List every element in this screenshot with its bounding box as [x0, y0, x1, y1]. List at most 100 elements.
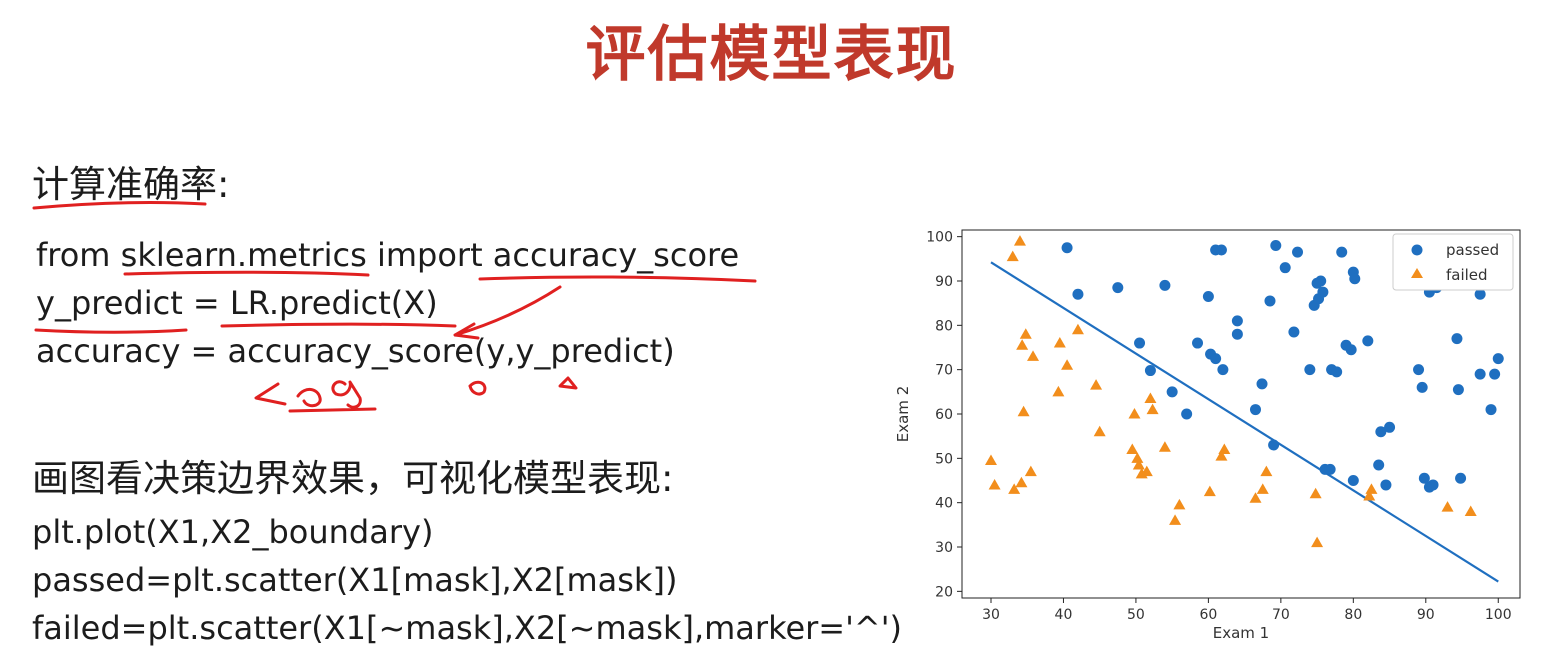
- y-tick-label: 20: [935, 584, 953, 600]
- failed-point: [1052, 385, 1065, 397]
- failed-point: [1071, 323, 1084, 335]
- failed-point: [1249, 492, 1262, 503]
- failed-point: [1131, 452, 1144, 463]
- passed-point: [1192, 337, 1204, 349]
- y-axis-label: Exam 2: [894, 386, 912, 442]
- failed-point: [1441, 501, 1454, 512]
- code-line: y_predict = LR.predict(X): [36, 284, 438, 322]
- y-tick-label: 100: [926, 230, 953, 246]
- passed-point: [1210, 353, 1222, 365]
- passed-point: [1331, 366, 1343, 378]
- passed-point: [1202, 291, 1214, 303]
- x-tick-label: 50: [1127, 607, 1145, 623]
- passed-point: [1279, 262, 1291, 274]
- passed-point: [1324, 463, 1336, 475]
- code-line: passed=plt.scatter(X1[mask],X2[mask]): [32, 561, 678, 599]
- section-heading-plot: 画图看决策边界效果，可视化模型表现:: [32, 457, 674, 500]
- passed-point: [1380, 479, 1392, 491]
- decision-boundary-line: [990, 261, 1499, 583]
- x-tick-label: 90: [1417, 607, 1435, 623]
- failed-point: [1218, 443, 1231, 454]
- passed-point: [1270, 240, 1282, 252]
- failed-point: [1309, 487, 1322, 499]
- failed-point: [1027, 350, 1040, 361]
- failed-point: [1260, 465, 1273, 477]
- passed-point: [1231, 328, 1243, 340]
- x-tick-label: 70: [1272, 607, 1290, 623]
- note-scribble: [254, 380, 377, 413]
- failed-point: [1363, 490, 1376, 501]
- failed-point: [1256, 483, 1269, 494]
- x-tick-label: 40: [1055, 607, 1073, 623]
- x-tick-label: 60: [1199, 607, 1217, 623]
- failed-point: [1008, 483, 1021, 494]
- passed-point: [1292, 246, 1304, 258]
- decision-boundary-chart: 30 40 50 60 70 80 90 100 20 30 40 50 60 70 80 90 100 Ex…: [894, 229, 1521, 642]
- legend-box: [1392, 233, 1514, 291]
- passed-point: [1061, 242, 1073, 254]
- failed-point: [1090, 379, 1103, 390]
- failed-point: [1215, 450, 1228, 461]
- y-tick-label: 90: [935, 274, 953, 290]
- legend: passed failed: [1392, 233, 1514, 291]
- passed-point: [1072, 288, 1084, 300]
- passed-point: [1347, 475, 1359, 487]
- failed-point: [1169, 514, 1182, 525]
- passed-point: [1144, 365, 1156, 377]
- passed-point: [1166, 386, 1178, 398]
- failed-point: [1365, 483, 1378, 494]
- passed-point: [1349, 273, 1361, 285]
- failed-point: [1013, 235, 1026, 246]
- y-tick-label: 30: [935, 540, 953, 556]
- note-mark-y: [468, 380, 487, 396]
- failed-point: [1173, 498, 1186, 510]
- passed-point: [1159, 279, 1171, 291]
- passed-point: [1489, 368, 1501, 380]
- failed-point: [1017, 405, 1030, 417]
- passed-point: [1451, 333, 1463, 345]
- passed-point: [1416, 381, 1428, 393]
- passed-point: [1373, 459, 1385, 471]
- passed-point: [1418, 472, 1430, 484]
- failed-point: [1203, 485, 1216, 497]
- failed-point: [1093, 425, 1106, 437]
- code-line: failed=plt.scatter(X1[~mask],X2[~mask],m…: [32, 609, 902, 647]
- failed-point: [1144, 392, 1157, 403]
- passed-point: [1345, 344, 1357, 356]
- x-tick-label: 80: [1344, 607, 1362, 623]
- failed-point: [1464, 505, 1477, 517]
- passed-point: [1375, 426, 1387, 438]
- passed-point: [1256, 378, 1268, 390]
- failed-point: [1126, 443, 1139, 454]
- passed-point: [1264, 295, 1276, 307]
- y-tick-label: 50: [935, 451, 953, 467]
- failed-point: [1140, 465, 1153, 477]
- passed-point: [1304, 364, 1316, 376]
- y-tick-label: 70: [935, 363, 953, 379]
- y-tick-label: 80: [935, 318, 953, 334]
- failed-point: [1158, 441, 1171, 452]
- x-tick-label: 30: [982, 607, 1000, 623]
- code-block-accuracy: from sklearn.metrics import accuracy_sco…: [36, 231, 739, 375]
- failed-point: [1016, 339, 1029, 350]
- x-axis-label: Exam 1: [1213, 624, 1269, 642]
- failed-point: [1006, 250, 1019, 262]
- failed-point: [1132, 458, 1145, 470]
- passed-point: [1474, 288, 1486, 300]
- passed-point: [1384, 421, 1396, 433]
- failed-point: [1061, 359, 1074, 370]
- legend-passed-label: passed: [1446, 241, 1499, 259]
- code-line: plt.plot(X1,X2_boundary): [32, 513, 434, 551]
- note-mark-y-predict: [558, 376, 578, 390]
- passed-point: [1413, 364, 1425, 376]
- failed-point: [1311, 536, 1324, 548]
- passed-point: [1455, 472, 1467, 484]
- y-tick-label: 60: [935, 407, 953, 423]
- passed-point: [1231, 315, 1243, 327]
- slide-title: 评估模型表现: [585, 20, 958, 90]
- passed-point: [1492, 353, 1504, 365]
- passed-point: [1268, 439, 1280, 451]
- passed-point: [1317, 286, 1329, 298]
- failed-point: [1019, 328, 1032, 339]
- code-block-plot: plt.plot(X1,X2_boundary) passed=plt.scat…: [32, 508, 902, 652]
